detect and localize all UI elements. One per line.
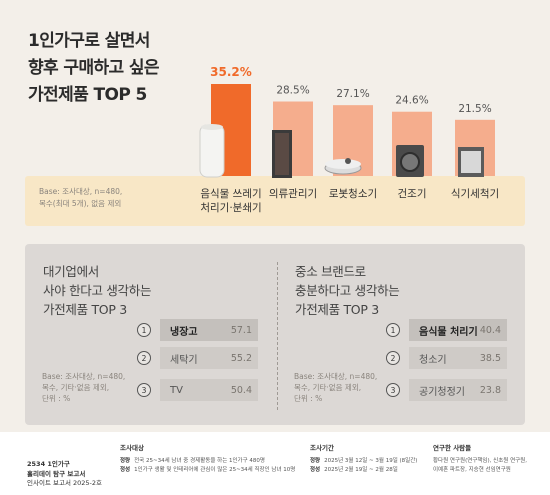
row-text: 2025년 2월 19일 ~ 2월 28일 <box>324 467 398 473</box>
food-disposer-lid <box>201 124 223 130</box>
rank-label: 청소기 <box>419 354 447 366</box>
researchers-row: 황다원 연구원(연구책임), 신초원 연구원, <box>433 458 527 464</box>
value-label-2: 28.5% <box>276 85 309 97</box>
row-label: 정성 <box>120 467 131 473</box>
base-note-left-line-3: 단위 : % <box>42 394 71 403</box>
footer-survey-period: 조사기간 정량 2025년 3월 12일 ~ 3월 19일 (8일간) 정성 202… <box>310 444 417 475</box>
dryer-door <box>400 152 420 172</box>
sme-rank-1: 1 음식물 처리기 40.4 <box>386 319 507 341</box>
rank-number: 2 <box>137 351 151 365</box>
large-rank-2: 2 세탁기 55.2 <box>137 347 258 369</box>
value-label-1: 35.2% <box>210 65 252 79</box>
researchers-row: 이예혼 파트장, 지승현 선임연구원 <box>433 467 511 473</box>
rank-label: TV <box>170 384 183 396</box>
rank-bar: 청소기 38.5 <box>409 347 507 369</box>
category-label-2: 의류관리기 <box>269 188 317 200</box>
large-company-title-line-3: 가전제품 TOP 3 <box>43 302 127 317</box>
row-text: 1인가구 생활 및 인테리어에 관심이 많은 25~34세 직장인 남녀 10명 <box>134 467 296 473</box>
base-note-top-line-2: 복수(최대 5개), 없음 제외 <box>39 199 122 208</box>
large-rank-3: 3 TV 50.4 <box>137 379 258 401</box>
base-note-left: Base: 조사대상, n=480, 복수, 기타·없음 제외, 단위 : % <box>42 371 125 404</box>
rank-bar: 음식물 처리기 40.4 <box>409 319 507 341</box>
rank-value: 38.5 <box>479 352 501 364</box>
base-note-right-line-3: 단위 : % <box>294 394 323 403</box>
report-title-line-2: 홀리데이 탐구 보고서 <box>27 469 86 478</box>
value-label-3: 27.1% <box>336 88 369 100</box>
row-label: 정성 <box>310 467 321 473</box>
row-label: 정량 <box>310 458 321 464</box>
headline-line-1: 1인가구로 살면서 <box>28 31 150 51</box>
headline-line-3: 가전제품 TOP 5 <box>28 85 147 105</box>
top5-bar-chart: 35.2% 음식물 쓰레기 처리기·분쇄기 28.5% 의류관리기 27.1% 로봇청소기 2… <box>25 65 525 226</box>
sme-brand-title: 중소 브랜드로 충분하다고 생각하는 가전제품 TOP 3 <box>295 262 400 319</box>
dishwasher-rack <box>461 151 481 173</box>
base-note-right: Base: 조사대상, n=480, 복수, 기타·없음 제외, 단위 : % <box>294 371 377 404</box>
large-company-title-line-2: 사야 한다고 생각하는 <box>43 283 152 298</box>
rank-number: 1 <box>137 323 151 337</box>
category-label-1: 음식물 쓰레기 처리기·분쇄기 <box>200 188 261 214</box>
base-note-right-line-1: Base: 조사대상, n=480, <box>294 372 378 381</box>
rank-bar: TV 50.4 <box>160 379 258 401</box>
rank-bar: 공기청정기 23.8 <box>409 379 507 401</box>
researchers-heading: 연구한 사람들 <box>433 444 472 452</box>
rank-value: 23.8 <box>479 384 501 396</box>
row-text: 2025년 3월 12일 ~ 3월 19일 (8일간) <box>324 458 418 464</box>
rank-number: 3 <box>137 383 151 397</box>
row-label: 정량 <box>120 458 131 464</box>
headline: 1인가구로 살면서 향후 구매하고 싶은 가전제품 TOP 5 <box>28 28 218 109</box>
rank-label: 공기청정기 <box>419 386 465 398</box>
report-title-line-1: 2534 1인가구 <box>27 460 70 468</box>
category-label-4: 건조기 <box>398 188 427 200</box>
footer-researchers: 연구한 사람들 황다원 연구원(연구책임), 신초원 연구원, 이예혼 파트장,… <box>433 444 527 475</box>
sme-brand-title-line-2: 충분하다고 생각하는 <box>295 283 400 298</box>
rank-value: 50.4 <box>230 384 252 396</box>
sme-brand-title-line-3: 가전제품 TOP 3 <box>295 302 379 317</box>
base-note-top: Base: 조사대상, n=480, 복수(최대 5개), 없음 제외 <box>39 186 122 210</box>
row-text: 전국 25~34세 남녀 중 경제활동을 하는 1인가구 480명 <box>134 458 265 464</box>
chart-base-band <box>25 176 525 226</box>
large-company-title-line-1: 대기업에서 <box>43 264 100 279</box>
headline-line-2: 향후 구매하고 싶은 <box>28 58 160 78</box>
rank-label: 세탁기 <box>170 354 198 366</box>
robot-vacuum-top <box>325 159 361 169</box>
rank-value: 55.2 <box>230 352 252 364</box>
category-label-5: 식기세척기 <box>451 188 499 200</box>
survey-target-heading: 조사대상 <box>120 444 144 452</box>
survey-target-row: 정량 전국 25~34세 남녀 중 경제활동을 하는 1인가구 480명 <box>120 457 295 466</box>
survey-target-row: 정성 1인가구 생활 및 인테리어에 관심이 많은 25~34세 직장인 남녀 1… <box>120 466 295 475</box>
survey-period-row: 정량 2025년 3월 12일 ~ 3월 19일 (8일간) <box>310 457 417 466</box>
report-footer: 2534 1인가구 홀리데이 탐구 보고서 인사이트 보고서 2025-2호 조… <box>0 432 550 495</box>
report-title: 2534 1인가구 홀리데이 탐구 보고서 인사이트 보고서 2025-2호 <box>27 460 102 489</box>
base-note-right-line-2: 복수, 기타·없음 제외, <box>294 383 362 392</box>
rank-bar: 냉장고 57.1 <box>160 319 258 341</box>
robot-vacuum-sensor <box>345 158 351 164</box>
rank-label: 냉장고 <box>170 326 198 338</box>
rank-number: 3 <box>386 383 400 397</box>
large-rank-1: 1 냉장고 57.1 <box>137 319 258 341</box>
value-label-4: 24.6% <box>395 95 428 107</box>
base-note-top-line-1: Base: 조사대상, n=480, <box>39 187 123 196</box>
base-note-left-line-1: Base: 조사대상, n=480, <box>42 372 126 381</box>
rank-number: 2 <box>386 351 400 365</box>
large-company-title: 대기업에서 사야 한다고 생각하는 가전제품 TOP 3 <box>43 262 151 319</box>
food-disposer-icon <box>199 124 225 178</box>
rank-bar: 세탁기 55.2 <box>160 347 258 369</box>
rank-number: 1 <box>386 323 400 337</box>
panel-divider <box>277 262 278 410</box>
sme-rank-2: 2 청소기 38.5 <box>386 347 507 369</box>
report-title-line-3: 인사이트 보고서 2025-2호 <box>27 479 102 487</box>
value-label-5: 21.5% <box>458 103 491 115</box>
footer-survey-target: 조사대상 정량 전국 25~34세 남녀 중 경제활동을 하는 1인가구 480명… <box>120 444 295 475</box>
base-note-left-line-2: 복수, 기타·없음 제외, <box>42 383 110 392</box>
clothing-care-door <box>275 133 289 175</box>
sme-brand-title-line-1: 중소 브랜드로 <box>295 264 366 279</box>
rank-label: 음식물 처리기 <box>419 326 478 338</box>
survey-period-heading: 조사기간 <box>310 444 334 452</box>
rank-value: 57.1 <box>230 324 252 336</box>
rank-value: 40.4 <box>479 324 501 336</box>
category-label-3: 로봇청소기 <box>329 188 377 200</box>
survey-period-row: 정성 2025년 2월 19일 ~ 2월 28일 <box>310 466 417 475</box>
sme-rank-3: 3 공기청정기 23.8 <box>386 379 507 401</box>
